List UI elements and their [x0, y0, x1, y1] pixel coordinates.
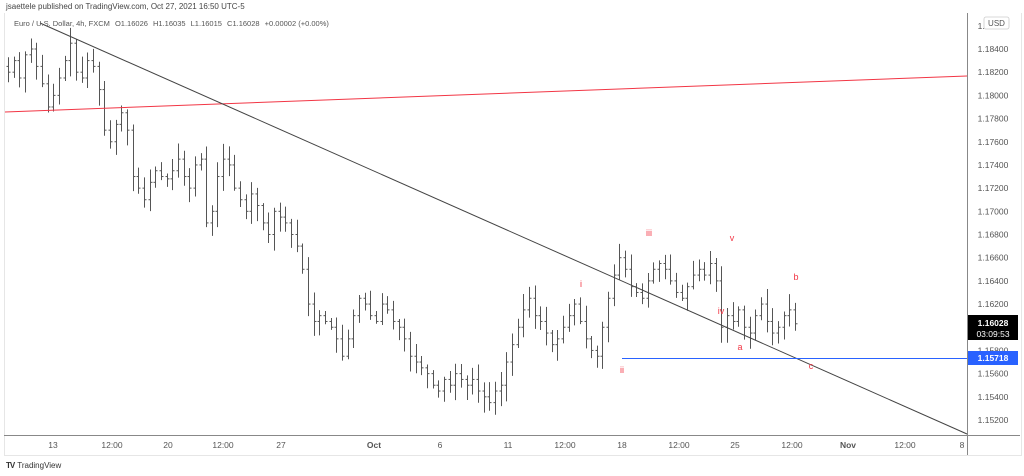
- price-axis[interactable]: 1.186001.184001.182001.180001.178001.176…: [978, 21, 1009, 425]
- time-tick-label: 20: [163, 440, 173, 450]
- wave-label: c: [809, 361, 814, 371]
- time-tick-label: 13: [48, 440, 58, 450]
- price-tick-label: 1.17000: [978, 206, 1009, 216]
- time-tick-label: 25: [730, 440, 740, 450]
- price-tick-label: 1.16400: [978, 276, 1009, 286]
- legend-close: C1.16028: [227, 19, 260, 28]
- chart-container[interactable]: [4, 13, 1022, 456]
- currency-badge[interactable]: USD: [983, 16, 1010, 30]
- svg-text:1.16028: 1.16028: [978, 318, 1009, 328]
- red-trendline[interactable]: [4, 75, 968, 113]
- price-tick-label: 1.17400: [978, 160, 1009, 170]
- price-tick-label: 1.15400: [978, 392, 1009, 402]
- symbol-legend: Euro / U.S. Dollar, 4h, FXCM O1.16026 H1…: [14, 19, 332, 28]
- publisher-line: jsaettele published on TradingView.com, …: [6, 2, 245, 11]
- price-tick-label: 1.17800: [978, 114, 1009, 124]
- price-tick-label: 1.16200: [978, 299, 1009, 309]
- price-tick-label: 1.15200: [978, 415, 1009, 425]
- time-tick-label: 12:00: [212, 440, 234, 450]
- time-tick-label: 12:00: [101, 440, 123, 450]
- legend-symbol: Euro / U.S. Dollar, 4h, FXCM: [14, 19, 110, 28]
- price-tick-label: 1.17200: [978, 183, 1009, 193]
- time-tick-label: Nov: [840, 440, 856, 450]
- time-tick-label: Oct: [367, 440, 381, 450]
- price-tick-label: 1.16600: [978, 253, 1009, 263]
- svg-text:1.15718: 1.15718: [978, 353, 1009, 363]
- time-tick-label: 11: [504, 440, 513, 450]
- wave-label: ii: [620, 365, 624, 375]
- time-tick-label: 6: [438, 440, 443, 450]
- svg-text:03:09:53: 03:09:53: [976, 329, 1009, 339]
- wave-label: b: [793, 272, 798, 282]
- wave-label: iii: [646, 228, 652, 238]
- legend-high: H1.16035: [153, 19, 186, 28]
- last-price-tag: 1.16028 03:09:53: [968, 315, 1018, 340]
- wave-label: iv: [718, 306, 725, 316]
- price-tick-label: 1.16800: [978, 230, 1009, 240]
- time-tick-label: 12:00: [554, 440, 576, 450]
- wave-label: v: [730, 233, 735, 243]
- price-tick-label: 1.18000: [978, 90, 1009, 100]
- time-tick-label: 8: [960, 440, 965, 450]
- wave-label: i: [580, 279, 582, 289]
- time-tick-label: 12:00: [781, 440, 803, 450]
- price-tick-label: 1.15800: [978, 345, 1009, 355]
- wave-label: a: [737, 342, 742, 352]
- price-tick-label: 1.17600: [978, 137, 1009, 147]
- time-axis[interactable]: 13 12:00 20 12:00 27 Oct 6 11 12:00 18 12:00 25 12:0…: [48, 440, 964, 450]
- hline-price-tag: 1.15718: [968, 351, 1018, 365]
- time-tick-label: 12:00: [894, 440, 916, 450]
- tradingview-brand: TradingView: [17, 461, 62, 470]
- descending-trendline[interactable]: [39, 22, 968, 435]
- price-tick-label: 1.18200: [978, 67, 1009, 77]
- legend-low: L1.16015: [190, 19, 222, 28]
- tradingview-footer[interactable]: TV TradingView: [6, 461, 61, 470]
- legend-open: O1.16026: [114, 19, 148, 28]
- time-tick-label: 18: [617, 440, 627, 450]
- price-tick-label: 1.15600: [978, 369, 1009, 379]
- time-tick-label: 12:00: [668, 440, 690, 450]
- time-tick-label: 27: [276, 440, 286, 450]
- svg-text:USD: USD: [988, 19, 1005, 28]
- legend-change: +0.00002 (+0.00%): [264, 19, 329, 28]
- ohlc-bars: [6, 27, 798, 415]
- tradingview-logo-icon: TV: [6, 461, 15, 470]
- price-tick-label: 1.18400: [978, 44, 1009, 54]
